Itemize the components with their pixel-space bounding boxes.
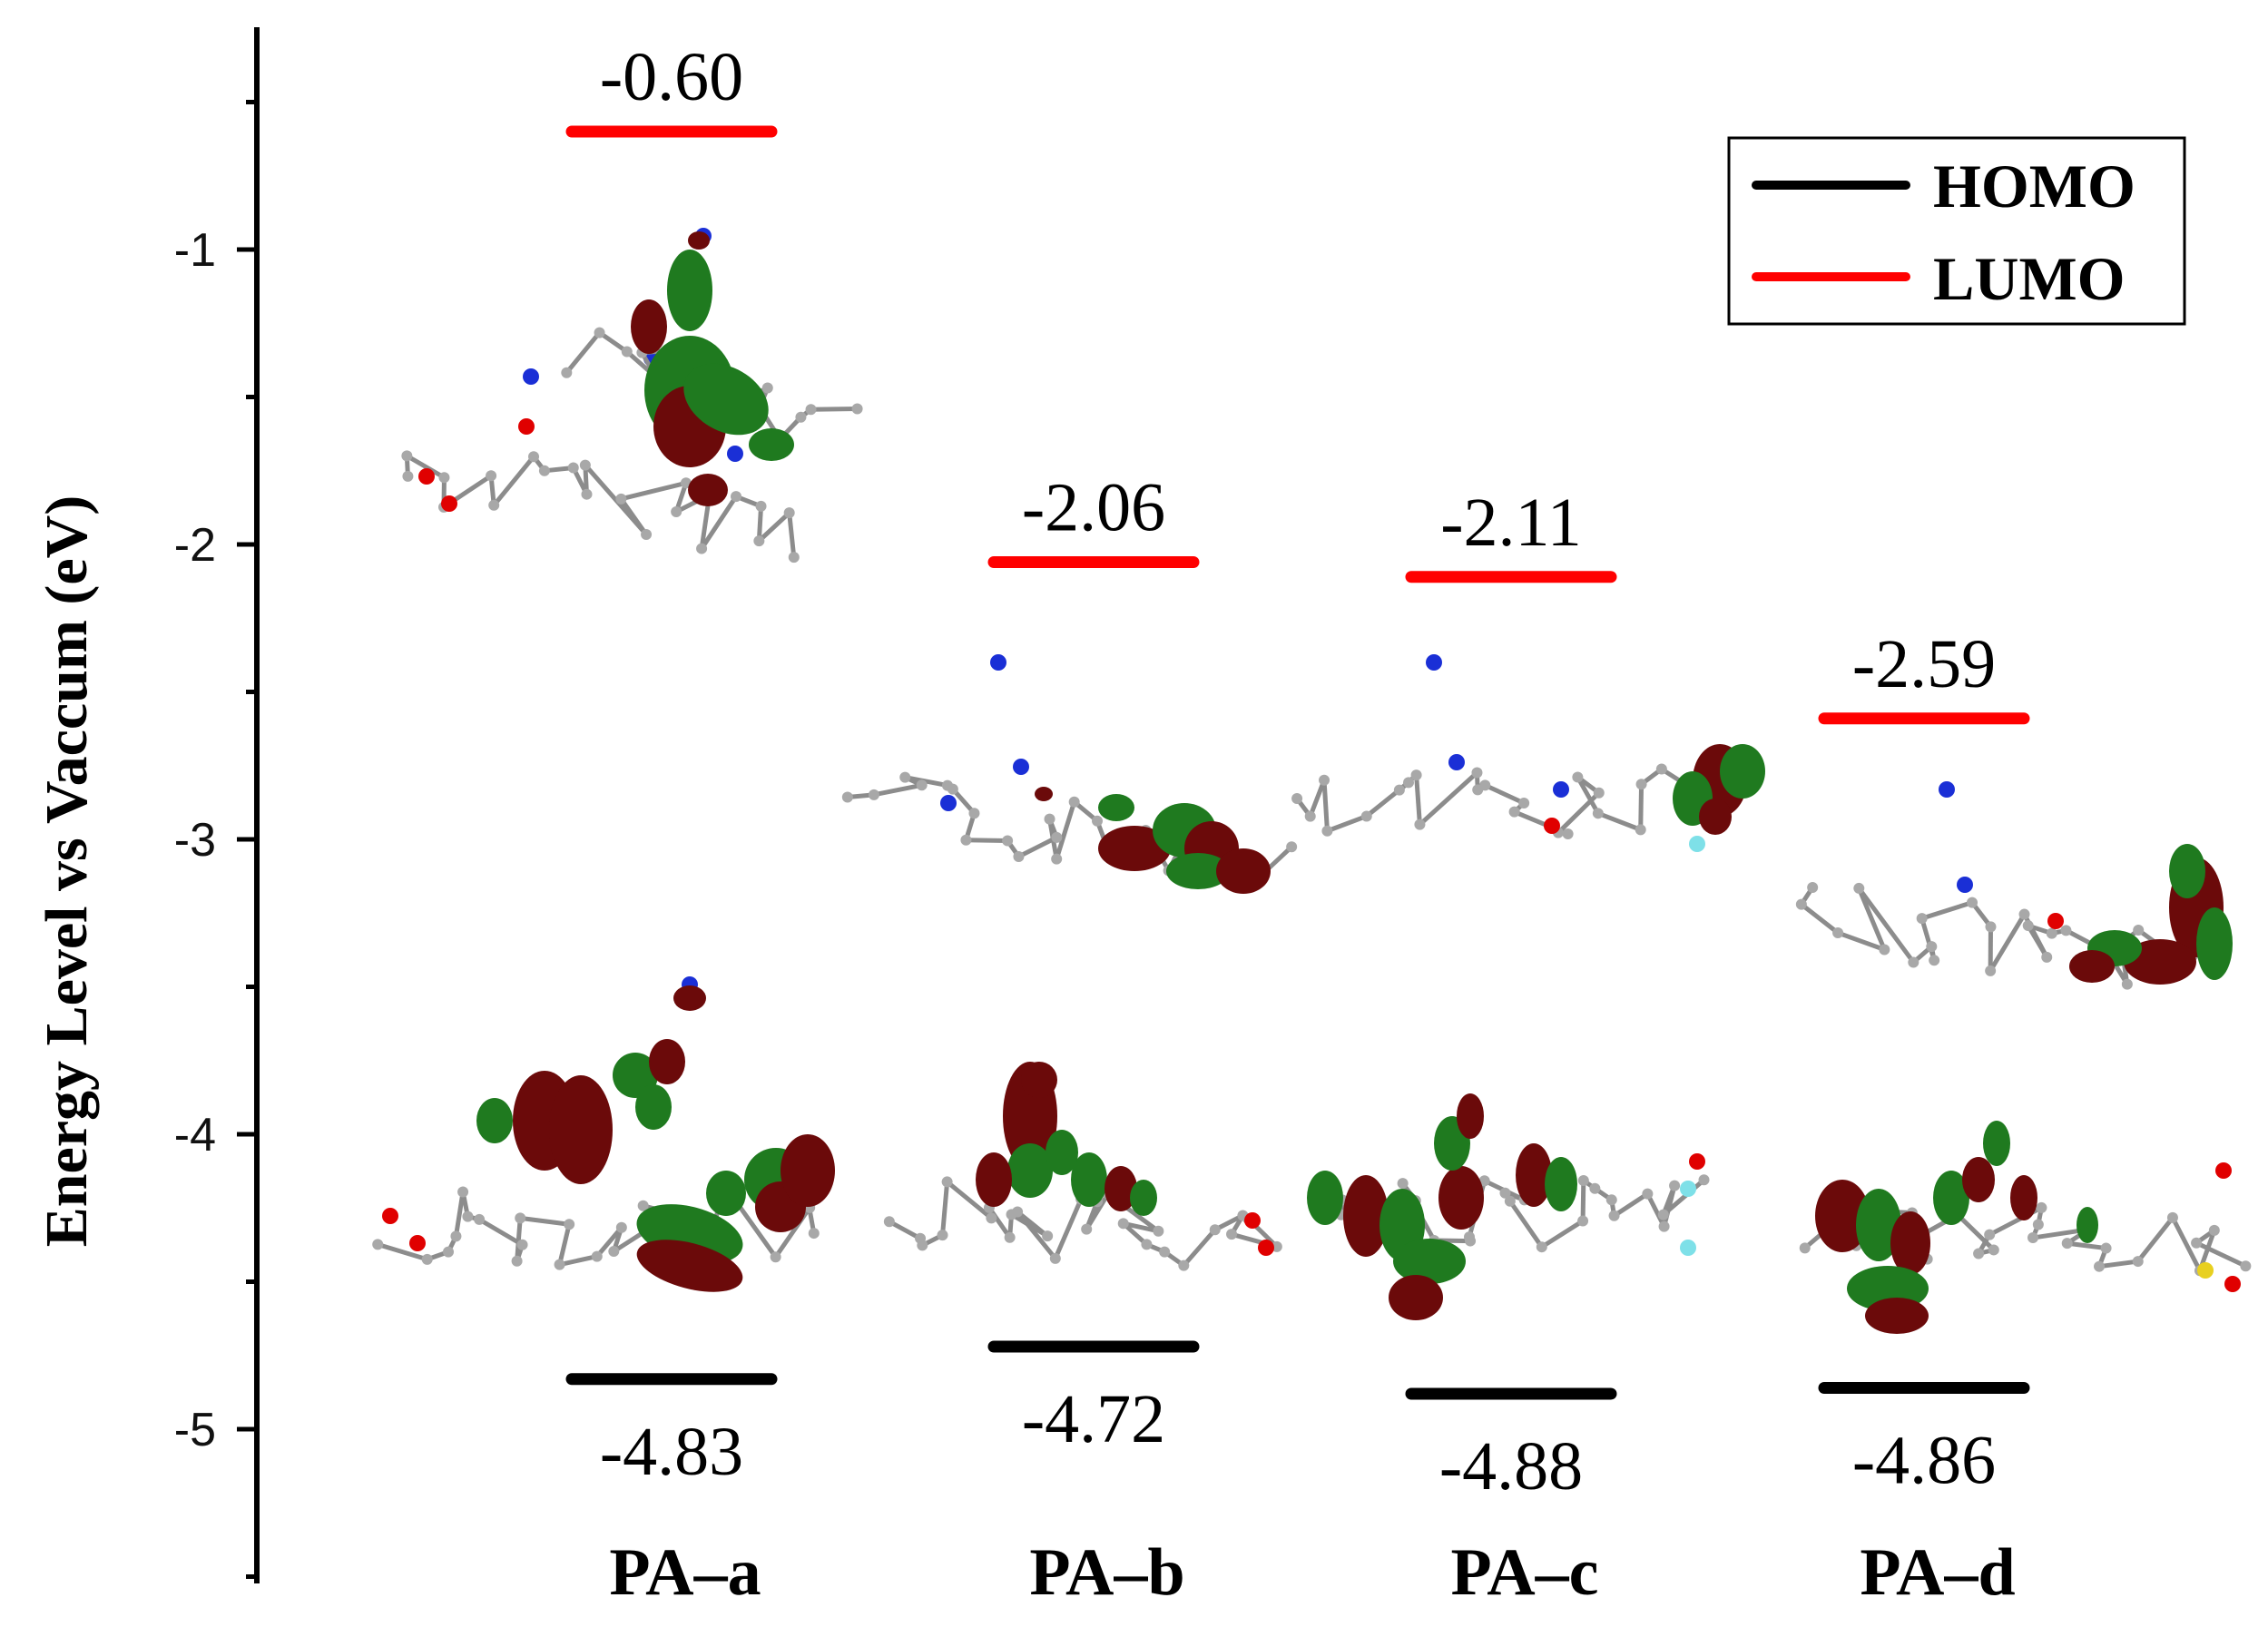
orbital-lobes bbox=[976, 1062, 1157, 1216]
y-axis-label: Energy Level vs Vaccum (eV) bbox=[34, 495, 100, 1248]
energy-levels: -0.60 -4.83 -2.06 -4.72 -2.11 -4.88 -2.59 -4.86 bbox=[565, 39, 2030, 1504]
legend: HOMO LUMO bbox=[1727, 136, 2186, 326]
legend-label-lumo: LUMO bbox=[1933, 244, 2126, 313]
molecule-rendering bbox=[401, 228, 800, 564]
category-label: PA–c bbox=[1451, 1535, 1599, 1610]
orbital-lobes bbox=[1307, 1093, 1577, 1320]
homo-value-label: -4.88 bbox=[1439, 1428, 1583, 1504]
orbital-lobes bbox=[2069, 844, 2233, 985]
homo-value-label: -4.72 bbox=[1022, 1381, 1165, 1457]
orbital-lobes bbox=[1673, 744, 1765, 835]
orbital-lobes bbox=[1815, 1121, 2098, 1334]
y-axis-ticks: -1 -2 -3 -4 -5 bbox=[174, 100, 257, 1579]
orbital-lobes bbox=[476, 985, 835, 1292]
orbital-lobes bbox=[631, 231, 794, 506]
category-label: PA–a bbox=[609, 1535, 761, 1610]
legend-label-homo: HOMO bbox=[1933, 152, 2135, 221]
y-tick-label: -1 bbox=[174, 224, 216, 277]
y-tick-label: -5 bbox=[174, 1404, 216, 1456]
molecule-rendering bbox=[372, 976, 820, 1270]
molecule-rendering bbox=[1291, 654, 1729, 852]
homo-value-label: -4.86 bbox=[1852, 1423, 1996, 1499]
lumo-value-label: -0.60 bbox=[600, 39, 743, 115]
y-tick-label: -2 bbox=[174, 519, 216, 572]
lumo-value-label: -2.06 bbox=[1022, 470, 1165, 546]
category-label: PA–d bbox=[1860, 1535, 2015, 1610]
lumo-value-label: -2.59 bbox=[1852, 626, 1996, 702]
homo-value-label: -4.83 bbox=[600, 1414, 743, 1490]
category-labels: PA–a PA–b PA–c PA–d bbox=[609, 1535, 2015, 1610]
y-tick-label: -4 bbox=[174, 1109, 216, 1161]
legend-box bbox=[1727, 136, 2186, 326]
category-label: PA–b bbox=[1029, 1535, 1184, 1610]
lumo-value-label: -2.11 bbox=[1440, 485, 1582, 561]
orbital-lobes bbox=[1035, 787, 1271, 894]
molecular-orbital-illustrations bbox=[372, 228, 2252, 1334]
y-tick-label: -3 bbox=[174, 814, 216, 867]
